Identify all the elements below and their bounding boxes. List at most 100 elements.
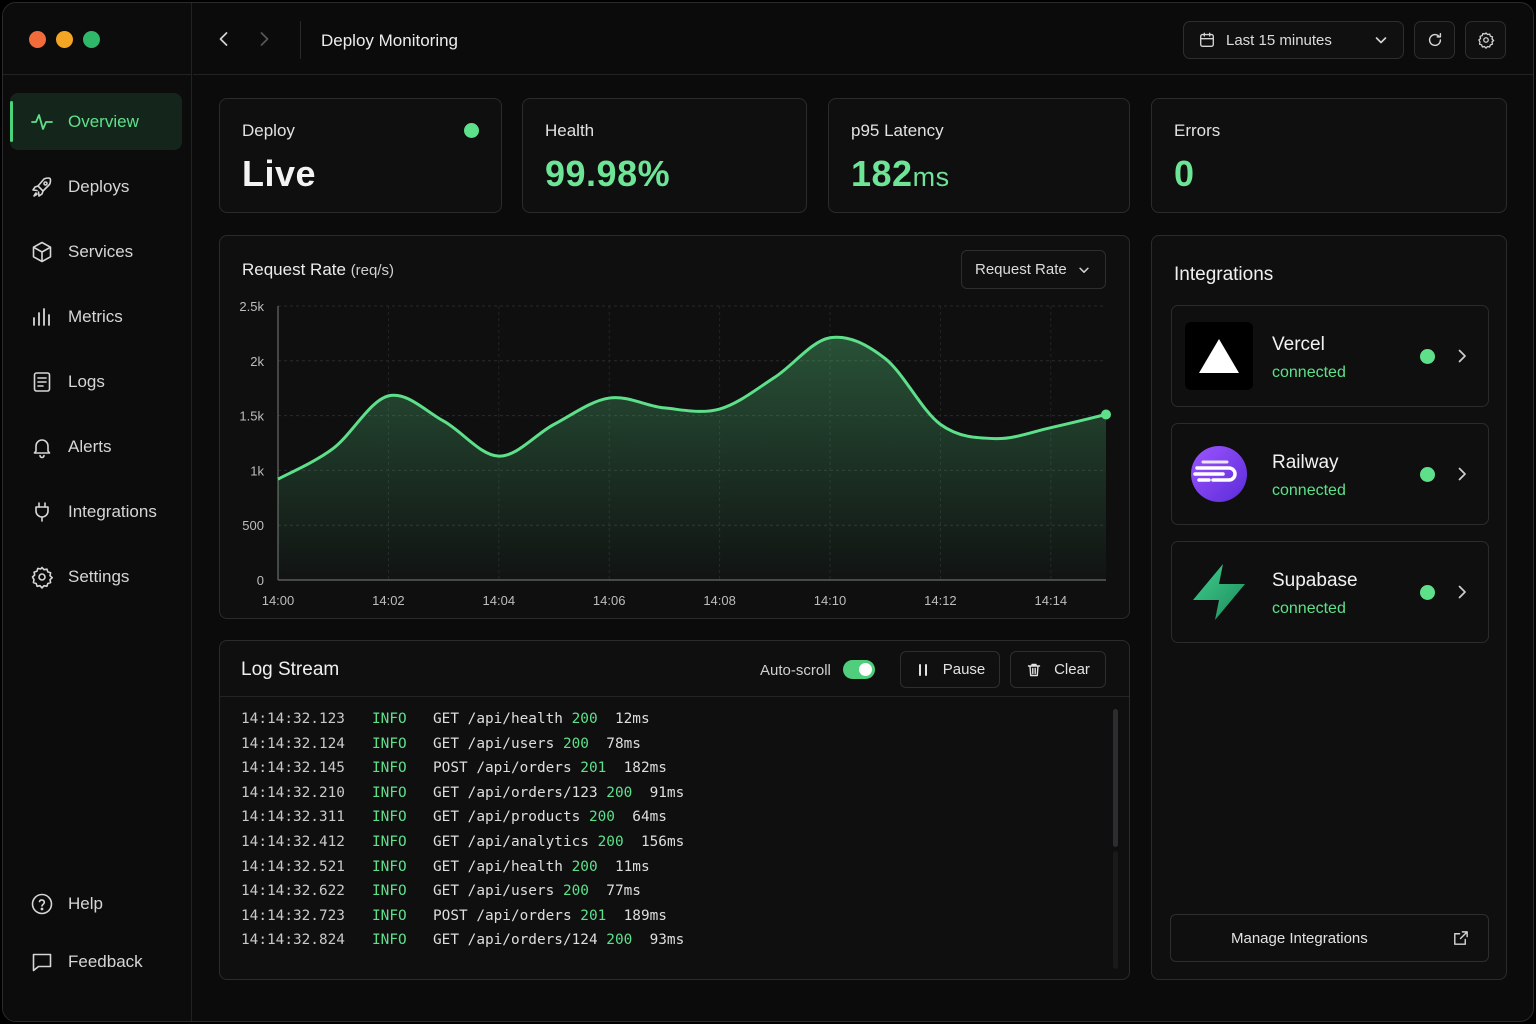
y-tick-label: 2k (250, 354, 264, 369)
log-duration: 189ms (606, 907, 667, 924)
close-window-button[interactable] (29, 31, 46, 48)
cube-icon (32, 241, 52, 262)
sidebar-item-label: Settings (68, 566, 130, 586)
chart-title-text: Request Rate (242, 260, 346, 279)
metric-select[interactable]: Request Rate (961, 250, 1106, 289)
log-message: GET /api/health (433, 858, 572, 875)
log-duration: 93ms (632, 932, 685, 949)
log-message: GET /api/users (433, 883, 563, 900)
sidebar-item-logs[interactable]: Logs (10, 353, 182, 410)
time-range-value: Last 15 minutes (1226, 31, 1332, 49)
integration-supabase[interactable]: Supabase connected (1171, 541, 1489, 643)
sidebar-item-label: Help (68, 893, 103, 913)
sidebar-nav: Overview Deploys Services Metrics Logs A… (10, 93, 182, 613)
log-timestamp: 14:14:32.521 (241, 858, 345, 875)
chevron-right-icon (1458, 467, 1466, 481)
sidebar-item-deploys[interactable]: Deploys (10, 158, 182, 215)
status-dot (1420, 467, 1435, 482)
deploy-status-card: Deploy Live (219, 98, 502, 213)
log-timestamp: 14:14:32.622 (241, 883, 345, 900)
sidebar-item-metrics[interactable]: Metrics (10, 288, 182, 345)
maximize-window-button[interactable] (83, 31, 100, 48)
log-status-code: 201 (580, 907, 607, 924)
x-tick-label: 14:06 (593, 593, 626, 608)
latest-point-marker (1101, 409, 1111, 420)
sidebar-item-label: Metrics (68, 306, 123, 326)
log-duration: 12ms (597, 711, 650, 727)
log-timestamp: 14:14:32.145 (241, 760, 345, 777)
log-duration: 64ms (614, 809, 667, 826)
sidebar-item-alerts[interactable]: Alerts (10, 418, 182, 475)
y-tick-label: 2.5k (239, 299, 264, 314)
gear-icon (1477, 32, 1494, 49)
log-timestamp: 14:14:32.123 (241, 711, 345, 727)
x-tick-label: 14:08 (703, 593, 736, 608)
manage-integrations-button[interactable]: Manage Integrations (1170, 914, 1489, 962)
log-row: 14:14:32.521 INFO GET /api/health 200 11ms (241, 859, 684, 884)
scrollbar-thumb[interactable] (1113, 709, 1118, 847)
y-tick-label: 1.5k (239, 409, 264, 424)
chevron-right-icon (1458, 349, 1466, 363)
sidebar-item-label: Services (68, 241, 134, 261)
log-status-code: 200 (562, 735, 589, 752)
manage-integrations-label: Manage Integrations (1231, 930, 1368, 947)
sidebar-item-settings[interactable]: Settings (10, 548, 182, 605)
chevron-right-icon (1458, 585, 1466, 599)
supabase-logo (1185, 558, 1253, 626)
window-controls (29, 31, 100, 48)
log-duration: 182ms (606, 760, 667, 777)
log-status-code: 200 (606, 784, 633, 801)
log-level: INFO (372, 858, 407, 875)
x-tick-label: 14:00 (262, 593, 295, 608)
log-duration: 11ms (597, 858, 650, 875)
log-timestamp: 14:14:32.311 (241, 809, 345, 826)
x-tick-label: 14:04 (483, 593, 516, 608)
stat-label: p95 Latency (851, 121, 944, 140)
x-tick-label: 14:02 (372, 593, 405, 608)
log-timestamp: 14:14:32.824 (241, 932, 345, 949)
sidebar-divider (3, 74, 191, 75)
status-dot (1420, 585, 1435, 600)
sidebar-item-integrations[interactable]: Integrations (10, 483, 182, 540)
log-duration: 156ms (623, 833, 685, 850)
integration-railway[interactable]: Railway connected (1171, 423, 1489, 525)
sidebar-item-help[interactable]: Help (10, 875, 182, 932)
log-row: 14:14:32.311 INFO GET /api/products 200 64… (241, 809, 684, 834)
integration-name: Vercel (1272, 334, 1325, 355)
pause-icon (918, 663, 927, 676)
sidebar-item-services[interactable]: Services (10, 223, 182, 280)
bar-chart-icon (33, 307, 50, 326)
log-level: INFO (372, 907, 407, 924)
clear-button[interactable]: Clear (1010, 651, 1106, 688)
log-row: 14:14:32.723 INFO POST /api/orders 201 189… (241, 908, 684, 933)
request-rate-chart-card: 0 500 1k 1.5k 2k 2.5k 14:00 14:02 14:04 14:06 14:0… (219, 235, 1130, 619)
log-stream-title: Log Stream (241, 659, 340, 680)
log-row: 14:14:32.412 INFO GET /api/analytics 200 1… (241, 834, 684, 859)
log-message: GET /api/orders/124 (433, 932, 607, 949)
forward-arrow-icon[interactable] (254, 29, 274, 49)
sidebar-item-overview[interactable]: Overview (10, 93, 182, 150)
settings-button[interactable] (1465, 21, 1506, 59)
chart-unit: (req/s) (350, 262, 395, 279)
log-status-code: 201 (580, 760, 607, 777)
back-arrow-icon[interactable] (214, 29, 234, 49)
integrations-title: Integrations (1174, 264, 1274, 285)
chart-title: Request Rate (req/s) (242, 260, 394, 280)
log-duration: 91ms (632, 784, 685, 801)
time-range-select[interactable]: Last 15 minutes (1183, 21, 1404, 59)
refresh-button[interactable] (1414, 21, 1455, 59)
activity-icon (31, 113, 53, 130)
x-tick-label: 14:12 (924, 593, 957, 608)
log-stream-card: Log Stream Auto-scroll Pause Clear 14:14… (219, 640, 1130, 980)
minimize-window-button[interactable] (56, 31, 73, 48)
integration-vercel[interactable]: Vercel connected (1171, 305, 1489, 407)
log-message: GET /api/health (433, 711, 572, 727)
autoscroll-toggle[interactable] (843, 660, 875, 679)
log-level: INFO (372, 883, 407, 900)
integration-status: connected (1272, 482, 1346, 499)
log-row: 14:14:32.124 INFO GET /api/users 200 78ms (241, 736, 684, 761)
log-message: POST /api/orders (433, 907, 581, 924)
sidebar-item-feedback[interactable]: Feedback (10, 933, 182, 990)
sidebar-item-label: Overview (68, 111, 139, 131)
pause-button[interactable]: Pause (900, 651, 1000, 688)
